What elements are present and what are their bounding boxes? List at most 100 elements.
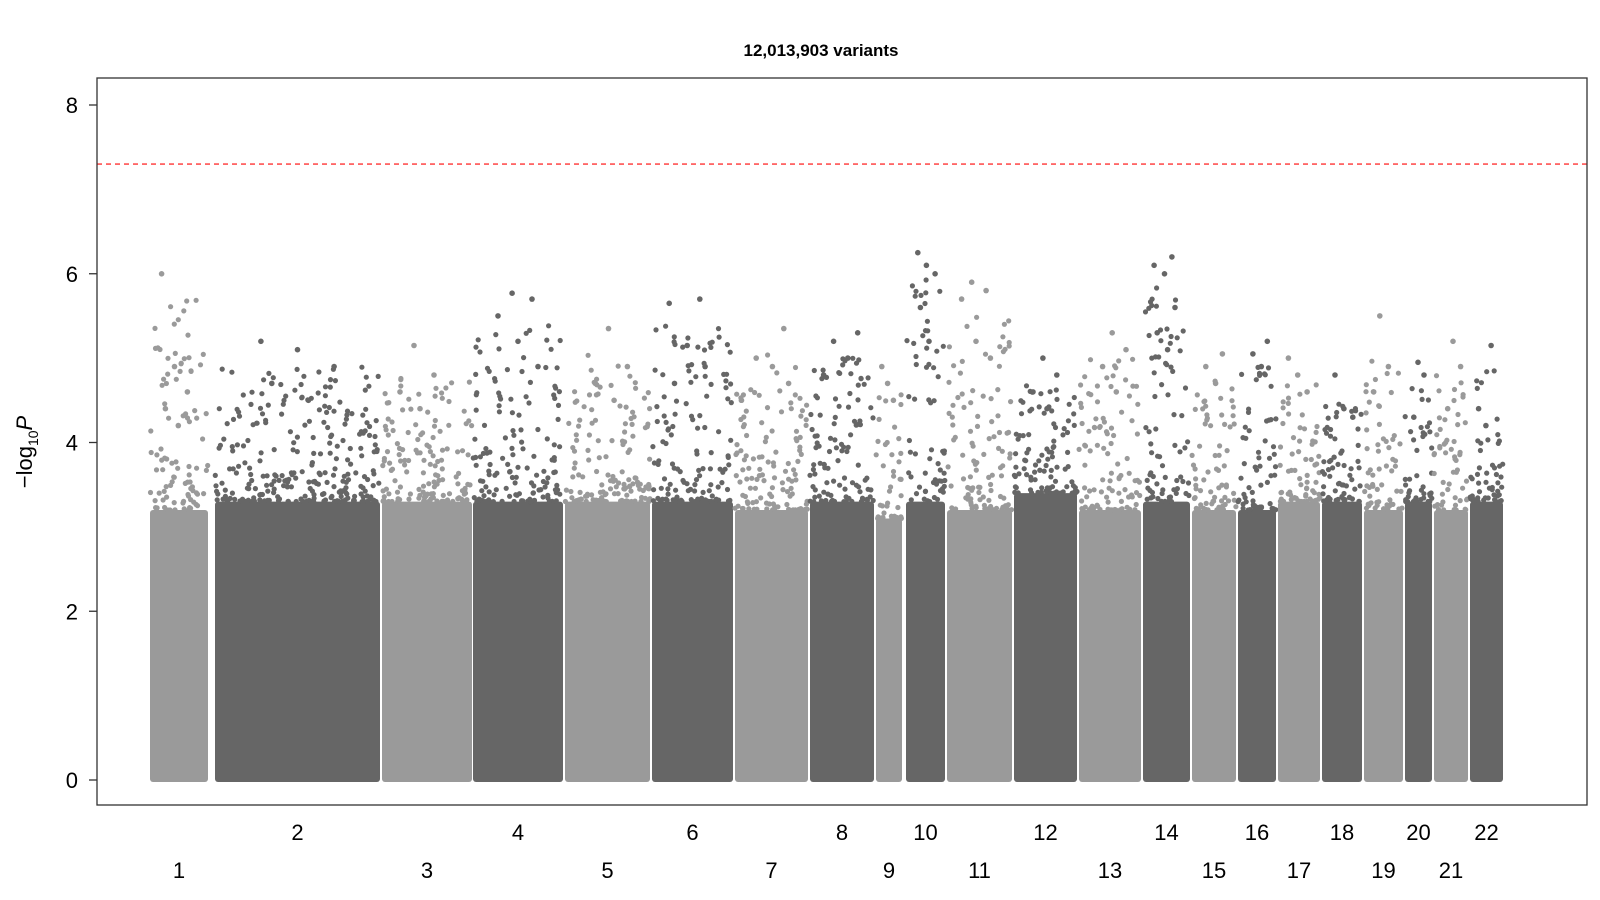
variant-point: [1418, 497, 1424, 503]
variant-point: [349, 411, 355, 417]
variant-point: [1266, 417, 1272, 423]
chromosome-3-points: [380, 342, 475, 782]
variant-point: [1053, 387, 1059, 393]
variant-point: [1210, 498, 1216, 504]
variant-point: [322, 384, 329, 390]
variant-point: [414, 450, 421, 456]
x-tick-label-chr-9: 9: [883, 858, 895, 883]
variant-point: [758, 495, 764, 501]
variant-point: [986, 497, 992, 503]
variant-point: [603, 454, 609, 460]
variant-point: [1150, 494, 1156, 500]
variant-point: [748, 387, 754, 393]
variant-point: [182, 480, 188, 486]
variant-point: [1156, 354, 1162, 360]
variant-point: [1007, 455, 1013, 461]
variant-point: [1054, 464, 1060, 470]
variant-point: [1094, 383, 1100, 389]
variant-point: [493, 332, 499, 338]
variant-point: [1105, 499, 1111, 505]
variant-point: [660, 372, 666, 378]
variant-point: [265, 488, 271, 494]
variant-point: [632, 475, 638, 481]
variant-point: [667, 481, 673, 487]
variant-point: [797, 395, 803, 401]
variant-point: [1497, 463, 1503, 469]
variant-point: [995, 413, 1001, 419]
variant-point: [817, 412, 823, 418]
variant-point: [647, 406, 653, 412]
variant-point: [427, 449, 433, 455]
variant-point: [1001, 321, 1008, 327]
variant-point: [1231, 421, 1237, 427]
variant-point: [1392, 458, 1399, 464]
variant-point: [638, 498, 644, 504]
variant-point: [602, 492, 608, 498]
variant-point: [989, 472, 995, 478]
variant-point: [1032, 477, 1038, 483]
variant-point: [693, 374, 699, 380]
variant-point: [589, 492, 595, 498]
variant-point: [891, 473, 897, 479]
variant-point: [1457, 452, 1463, 458]
variant-point: [510, 428, 516, 434]
variant-point: [1037, 467, 1043, 473]
variant-point: [571, 465, 577, 471]
variant-point: [981, 502, 988, 508]
variant-point: [1445, 486, 1451, 493]
y-axis-label-subscript: 10: [25, 430, 41, 446]
variant-point: [715, 326, 722, 332]
variant-point: [765, 459, 771, 465]
variant-point: [632, 380, 638, 386]
variant-point: [1453, 507, 1459, 513]
variant-point: [566, 420, 572, 426]
variant-point: [1365, 470, 1371, 476]
variant-point: [499, 498, 505, 504]
chromosome-9-points: [873, 363, 905, 782]
variant-point: [814, 433, 820, 439]
variant-point: [680, 344, 686, 350]
variant-point: [1421, 491, 1427, 497]
variant-point: [1219, 507, 1225, 513]
variant-point: [571, 448, 578, 454]
variant-point: [970, 388, 976, 394]
x-tick-label-chr-14: 14: [1154, 820, 1178, 845]
variant-point: [996, 363, 1003, 369]
variant-point: [1327, 433, 1334, 439]
variant-point: [844, 448, 850, 455]
variant-point: [622, 429, 628, 435]
variant-point: [1123, 377, 1129, 383]
variant-point: [1347, 472, 1353, 478]
variant-point: [519, 368, 525, 375]
variant-point: [1451, 397, 1457, 404]
variant-point: [916, 484, 923, 490]
variant-point: [739, 397, 745, 403]
variant-point: [1100, 415, 1106, 421]
top-variant-point: [769, 363, 776, 370]
variant-point: [673, 398, 680, 404]
variant-point: [1043, 462, 1049, 469]
variant-point: [1264, 479, 1270, 485]
variant-point: [1057, 490, 1063, 496]
top-variant-point: [1164, 346, 1171, 353]
variant-point: [299, 469, 305, 475]
variant-point: [473, 454, 479, 460]
variant-point: [562, 498, 569, 505]
variant-point: [423, 493, 429, 499]
variant-point: [1469, 476, 1475, 482]
variant-point: [1485, 437, 1491, 443]
variant-point: [407, 491, 413, 497]
variant-point: [782, 468, 789, 474]
variant-point: [1013, 451, 1019, 457]
variant-point: [394, 489, 401, 495]
x-tick-label-chr-1: 1: [173, 858, 185, 883]
variant-point: [654, 418, 660, 425]
variant-point: [784, 501, 790, 508]
variant-point: [523, 330, 529, 336]
variant-point: [949, 505, 955, 511]
variant-point: [360, 412, 366, 418]
top-variant-point: [1054, 372, 1060, 378]
x-tick-label-chr-20: 20: [1406, 820, 1430, 845]
variant-point: [633, 385, 639, 391]
